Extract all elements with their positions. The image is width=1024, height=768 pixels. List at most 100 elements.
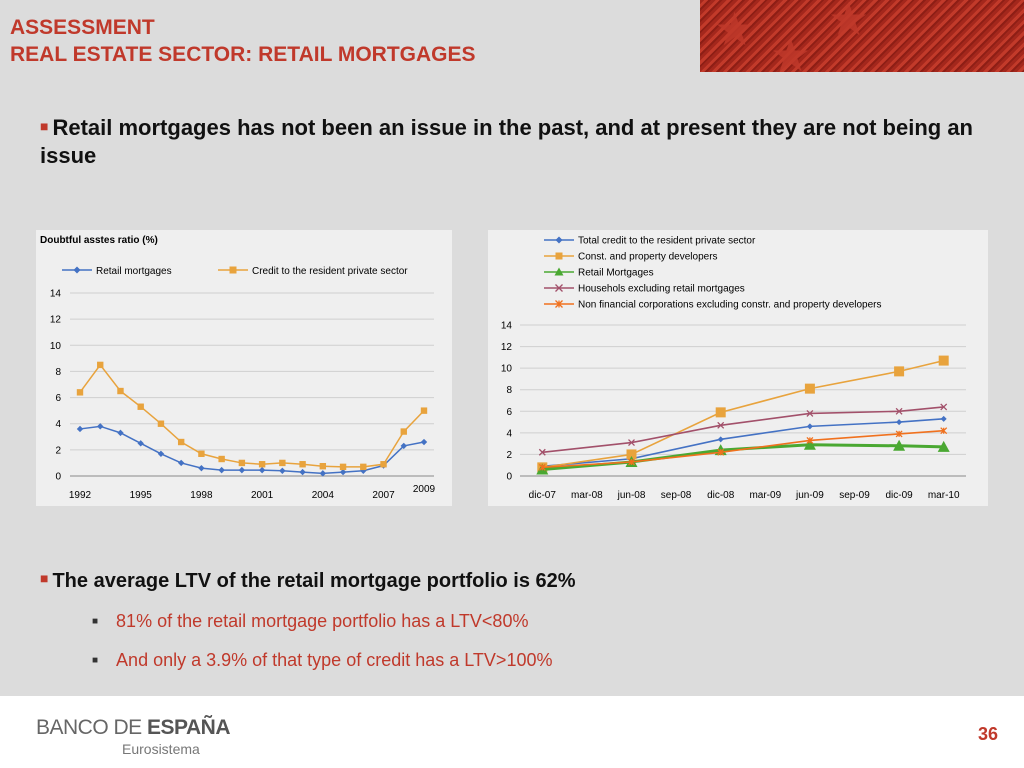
chart-credit-growth-panel: 0 2 4 6 8 10 12 14 dic-07 mar-08 jun-08 sep-08 dic-0… xyxy=(488,230,988,506)
data-point xyxy=(803,438,816,450)
data-point xyxy=(198,450,205,457)
data-point xyxy=(258,466,266,474)
y-tick-label: 4 xyxy=(55,419,61,430)
x-tick-label: sep-08 xyxy=(661,490,692,501)
chart-doubtful-assets: Doubtful asstes ratio (%) 0 2 4 6 8 10 12 14 1992… xyxy=(40,235,436,501)
data-point xyxy=(177,459,185,467)
data-point xyxy=(626,449,637,460)
x-tick-label: 1998 xyxy=(190,490,213,501)
data-point xyxy=(940,415,947,422)
x-tick-label: dic-08 xyxy=(707,490,735,501)
data-point xyxy=(938,355,949,366)
sub-bullet-1-text: 81% of the retail mortgage portfolio has… xyxy=(116,611,529,631)
data-point xyxy=(554,267,564,276)
y-tick-label: 2 xyxy=(55,445,61,456)
series-line xyxy=(542,406,944,454)
data-point xyxy=(717,436,724,443)
data-point xyxy=(555,252,563,260)
data-point xyxy=(555,236,563,244)
data-point xyxy=(896,419,903,426)
title-line-1: ASSESSMENT xyxy=(10,16,155,39)
y-tick-label: 0 xyxy=(55,472,61,483)
x-tick-label: mar-09 xyxy=(749,490,781,501)
sub-bullet-2-text: And only a 3.9% of that type of credit h… xyxy=(116,650,553,670)
data-point xyxy=(628,439,635,447)
data-point xyxy=(806,436,814,444)
sub-bullet-square-icon: ■ xyxy=(92,616,99,627)
data-point xyxy=(76,425,84,433)
data-point xyxy=(555,300,563,308)
data-point xyxy=(555,284,563,292)
series-line xyxy=(79,425,425,475)
logo-subtitle: Eurosistema xyxy=(122,741,200,757)
data-point xyxy=(97,423,104,430)
data-point xyxy=(229,266,237,274)
legend-label: Retail mortgages xyxy=(96,266,172,277)
data-point xyxy=(420,407,428,414)
data-point xyxy=(299,461,306,468)
bullet-ltv-text: The average LTV of the retail mortgage p… xyxy=(52,570,576,592)
data-point xyxy=(715,407,726,418)
x-tick-label: jun-08 xyxy=(617,490,646,501)
data-point xyxy=(895,407,903,415)
data-point xyxy=(360,463,367,471)
y-tick-label: 10 xyxy=(501,364,513,375)
sub-bullet-2: ■ And only a 3.9% of that type of credit … xyxy=(92,650,553,671)
bullet-ltv: ■ The average LTV of the retail mortgage … xyxy=(40,570,576,593)
series-line xyxy=(79,363,425,468)
y-tick-label: 8 xyxy=(506,385,512,396)
data-point xyxy=(806,423,813,430)
bank-logo: BANCO DE ESPAÑA xyxy=(36,716,230,740)
chart-title: Doubtful asstes ratio (%) xyxy=(40,235,158,246)
x-tick-label: sep-09 xyxy=(839,490,870,501)
legend-label: Const. and property developers xyxy=(578,252,718,263)
data-point xyxy=(538,463,546,471)
series-line xyxy=(542,359,944,469)
x-tick-label: 1995 xyxy=(130,490,153,501)
x-tick-label: 2001 xyxy=(251,490,274,501)
title-line-2: REAL ESTATE SECTOR: RETAIL MORTGAGES xyxy=(10,43,476,66)
data-point xyxy=(157,450,165,457)
footer-bar xyxy=(0,696,1024,768)
bullet-main-text: Retail mortgages has not been an issue i… xyxy=(40,115,973,168)
slide-title: ASSESSMENT REAL ESTATE SECTOR: RETAIL MO… xyxy=(10,14,476,68)
data-point xyxy=(400,428,407,435)
star-icon: ★ xyxy=(770,29,812,72)
data-point xyxy=(238,466,246,474)
legend-label: Non financial corporations excluding con… xyxy=(578,300,882,311)
y-tick-label: 12 xyxy=(501,342,513,353)
data-point xyxy=(420,438,428,446)
y-tick-label: 0 xyxy=(506,472,512,483)
data-point xyxy=(895,430,903,438)
data-point xyxy=(400,442,407,450)
x-tick-label: mar-10 xyxy=(928,490,960,501)
x-tick-label: mar-08 xyxy=(571,490,603,501)
logo-text-bold: ESPAÑA xyxy=(147,716,230,739)
data-point xyxy=(97,361,104,369)
data-point xyxy=(218,466,225,474)
data-point xyxy=(893,439,906,451)
x-tick-label: dic-09 xyxy=(885,490,913,501)
data-point xyxy=(218,455,225,463)
data-point xyxy=(717,448,725,456)
data-point xyxy=(73,266,81,274)
data-point xyxy=(238,459,246,467)
flag-banner-image: ★ ★ ★ xyxy=(700,0,1024,72)
data-point xyxy=(339,463,347,471)
data-point xyxy=(628,458,635,466)
data-point xyxy=(137,440,144,447)
data-point xyxy=(894,366,905,377)
y-tick-label: 2 xyxy=(506,450,512,461)
data-point xyxy=(806,409,814,417)
y-tick-label: 8 xyxy=(55,367,61,378)
y-tick-label: 10 xyxy=(50,341,62,352)
series-line xyxy=(542,443,944,472)
data-point xyxy=(538,448,546,456)
data-point xyxy=(137,403,144,410)
bullet-square-icon: ■ xyxy=(40,570,49,586)
x-tick-label: 2007 xyxy=(372,490,395,501)
data-point xyxy=(117,387,124,395)
data-point xyxy=(380,461,387,468)
data-point xyxy=(279,467,286,474)
data-point xyxy=(339,468,347,476)
